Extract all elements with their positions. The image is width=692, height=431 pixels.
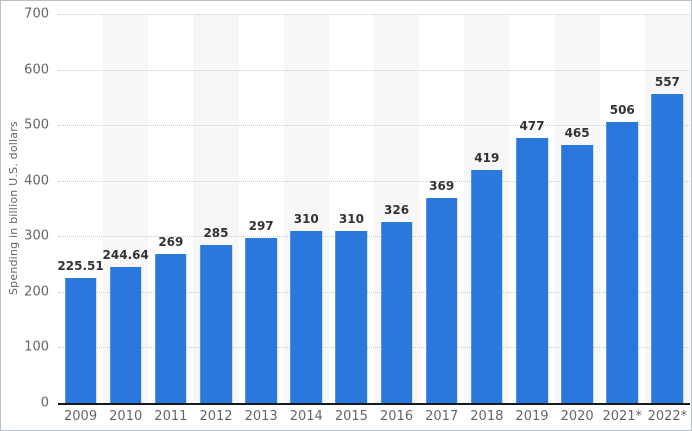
bar-cell: 419: [464, 14, 509, 403]
x-axis-label: 2012: [199, 409, 233, 424]
bar-cell: 369: [419, 14, 464, 403]
bar-value-label: 326: [384, 202, 410, 217]
bar-value-label: 285: [203, 225, 229, 240]
x-axis-label: 2013: [244, 409, 278, 424]
bar-cell: 465: [555, 14, 600, 403]
bar-cell: 506: [600, 14, 645, 403]
bar-cell: 244.64: [103, 14, 149, 403]
bar-value-label: 310: [338, 211, 364, 226]
y-tick-label: 200: [24, 284, 49, 300]
gridline: [58, 347, 690, 349]
bar-cell: 285: [193, 14, 238, 403]
x-axis-label: 2021*: [602, 409, 643, 424]
gridline: [58, 180, 690, 182]
bar-value-label: 557: [654, 74, 680, 89]
bar-cell: 326: [374, 14, 419, 403]
bar-value-label: 419: [474, 151, 500, 166]
gridline: [58, 125, 690, 127]
bar-2018[interactable]: 419: [471, 151, 503, 403]
bar-cell: 297: [239, 14, 284, 403]
bar-value-label: 310: [293, 211, 319, 226]
bar-2010[interactable]: 244.64: [103, 248, 149, 403]
bar-value-label: 465: [564, 125, 590, 140]
bar-2017[interactable]: 369: [425, 179, 458, 403]
y-tick-label: 300: [24, 228, 49, 244]
x-axis-label: 2019: [515, 409, 549, 424]
x-axis-label: 2009: [64, 409, 98, 424]
x-axis-label: 2011: [154, 409, 188, 424]
bar-2022*[interactable]: 557: [651, 75, 684, 403]
y-tick-label: 0: [40, 395, 49, 411]
gridline: [58, 14, 690, 15]
bar-cell: 269: [148, 14, 193, 403]
bar-value-label: 477: [519, 118, 545, 133]
y-axis-tick-labels: 0 100 200 300 400 500 600 700: [1, 7, 49, 411]
y-tick-label: 500: [24, 117, 49, 133]
bar-cell: 557: [645, 14, 690, 403]
x-axis-label: 2018: [470, 409, 504, 424]
gridline: [58, 291, 690, 293]
x-axis-label: 2014: [289, 409, 323, 424]
y-tick-label: 400: [24, 173, 49, 189]
bar-cell: 477: [509, 14, 554, 403]
bar-2016[interactable]: 326: [380, 203, 413, 403]
x-axis-label: 2017: [425, 409, 459, 424]
bar-series: 225.51 244.64 269 285 297 310 310 326 369 419 477 4…: [57, 14, 690, 403]
y-tick-label: 100: [24, 339, 49, 355]
bar-cell: 225.51: [57, 14, 104, 403]
bar-2021*[interactable]: 506: [606, 103, 639, 403]
bar-2019[interactable]: 477: [516, 119, 548, 403]
y-tick-label: 700: [24, 6, 49, 22]
bar-value-label: 369: [429, 178, 455, 193]
bar-value-label: 225.51: [57, 258, 104, 273]
x-axis-label: 2016: [380, 409, 414, 424]
gridline: [58, 69, 690, 71]
bar-value-label: 244.64: [102, 248, 149, 263]
y-tick-label: 600: [24, 62, 49, 78]
x-axis-label: 2022*: [647, 409, 688, 424]
x-axis-label: 2015: [334, 409, 368, 424]
bar-2013[interactable]: 297: [245, 219, 277, 403]
bar-2011[interactable]: 269: [155, 235, 187, 403]
gridlines: [58, 14, 690, 403]
bar-2012[interactable]: 285: [200, 226, 232, 403]
gridline: [58, 236, 690, 238]
bar-value-label: 506: [609, 102, 635, 117]
bar-cell: 310: [329, 14, 374, 403]
bar-2015[interactable]: 310: [335, 212, 368, 403]
bar-2014[interactable]: 310: [290, 212, 323, 403]
bar-cell: 310: [284, 14, 329, 403]
plot-area: 225.51 244.64 269 285 297 310 310 326 369 419 477 4…: [57, 14, 690, 405]
bar-value-label: 269: [158, 234, 184, 249]
bar-2009[interactable]: 225.51: [57, 259, 104, 403]
x-axis-label: 2010: [109, 409, 143, 424]
bar-2020[interactable]: 465: [561, 126, 593, 403]
x-axis-labels: 2009 2010 2011 2012 2013 2014 2015 2016 2017 2018…: [58, 409, 690, 424]
x-axis-label: 2020: [560, 409, 594, 424]
bar-value-label: 297: [248, 219, 274, 233]
